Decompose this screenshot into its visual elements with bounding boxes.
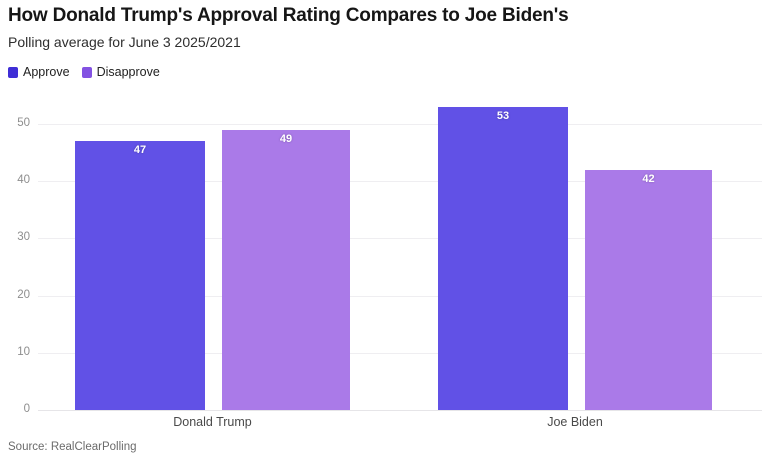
legend: Approve Disapprove xyxy=(8,65,160,79)
y-tick-20: 20 xyxy=(17,288,30,301)
disapprove-swatch-icon xyxy=(81,66,92,78)
bar-value-label: 42 xyxy=(642,172,655,185)
legend-item-approve: Approve xyxy=(8,65,70,79)
legend-label-disapprove: Disapprove xyxy=(96,65,160,79)
bar-trump-approve[interactable]: 47 xyxy=(75,141,205,410)
gridline-50 xyxy=(38,124,762,125)
bar-biden-disapprove[interactable]: 42 xyxy=(585,169,712,410)
chart-subtitle: Polling average for June 3 2025/2021 xyxy=(8,34,241,50)
legend-label-approve: Approve xyxy=(23,65,70,79)
gridline-0 xyxy=(38,410,762,411)
bar-biden-approve[interactable]: 53 xyxy=(438,106,568,410)
y-tick-10: 10 xyxy=(17,345,30,358)
gridline-20 xyxy=(38,295,762,297)
approve-swatch-icon xyxy=(8,66,18,78)
source-note: Source: RealClearPolling xyxy=(8,441,137,453)
bar-trump-disapprove[interactable]: 49 xyxy=(222,129,350,410)
y-tick-30: 30 xyxy=(17,231,30,244)
chart-title: How Donald Trump's Approval Rating Compa… xyxy=(8,5,569,26)
gridline-30 xyxy=(38,238,762,240)
bar-value-label: 53 xyxy=(496,109,510,122)
gridline-10 xyxy=(38,352,762,354)
legend-item-disapprove: Disapprove xyxy=(81,65,160,79)
x-axis-label-trump: Donald Trump xyxy=(173,415,252,429)
x-axis-label-biden: Joe Biden xyxy=(547,415,603,429)
y-tick-50: 50 xyxy=(17,117,30,129)
bar-value-label: 47 xyxy=(133,144,147,157)
y-tick-0: 0 xyxy=(23,403,30,415)
gridline-40 xyxy=(38,181,762,183)
y-tick-40: 40 xyxy=(17,174,30,187)
bar-value-label: 49 xyxy=(279,132,293,145)
